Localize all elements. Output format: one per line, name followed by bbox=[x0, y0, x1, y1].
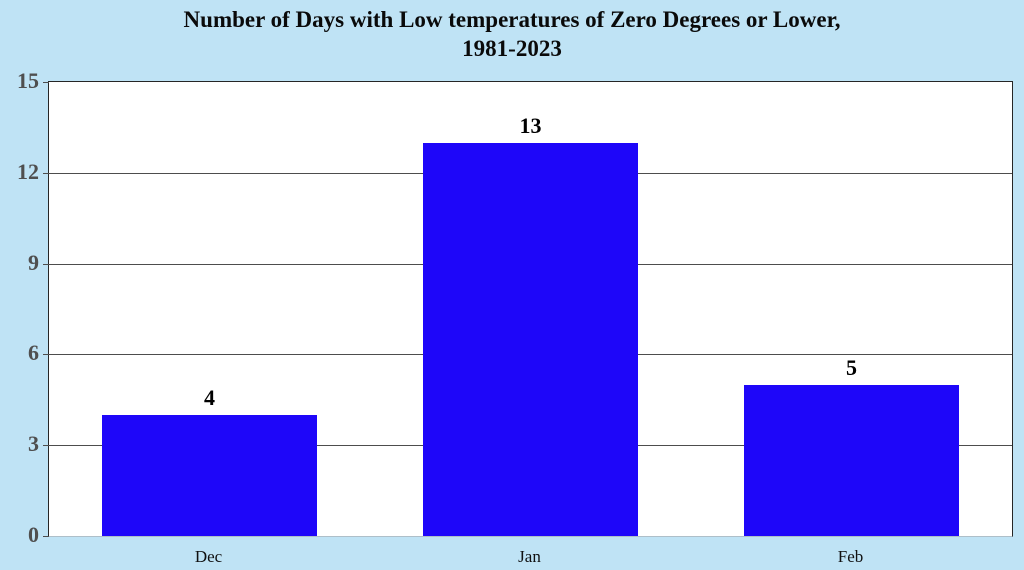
y-axis-label-3: 3 bbox=[28, 431, 39, 457]
bar-jan bbox=[423, 142, 638, 536]
y-tick-9 bbox=[43, 263, 49, 265]
x-axis-label-dec: Dec bbox=[194, 547, 223, 566]
value-label-dec: 4 bbox=[200, 384, 219, 411]
x-axis-label-jan: Jan bbox=[518, 547, 541, 566]
y-axis-label-15: 15 bbox=[17, 68, 39, 93]
x-axis-label-feb: Feb bbox=[837, 547, 864, 566]
y-axis-label-6: 6 bbox=[28, 340, 39, 366]
y-axis-label-9: 9 bbox=[28, 249, 39, 275]
value-label-feb: 5 bbox=[842, 354, 861, 381]
y-tick-0 bbox=[43, 536, 49, 537]
y-tick-15 bbox=[43, 82, 49, 83]
y-tick-6 bbox=[43, 354, 49, 356]
y-axis-label-12: 12 bbox=[17, 158, 39, 184]
plot-area: 4 13 5 bbox=[43, 81, 1013, 537]
y-tick-3 bbox=[43, 445, 49, 447]
chart-title: Number of Days with Low temperatures of … bbox=[0, 5, 1024, 63]
bar-dec bbox=[102, 414, 317, 536]
y-tick-12 bbox=[43, 172, 49, 174]
bar-feb bbox=[744, 384, 959, 536]
chart-title-line2: 1981-2023 bbox=[462, 36, 562, 61]
value-label-jan: 13 bbox=[515, 112, 546, 139]
chart-title-line1: Number of Days with Low temperatures of … bbox=[183, 7, 841, 32]
y-axis-label-0: 0 bbox=[28, 522, 39, 547]
